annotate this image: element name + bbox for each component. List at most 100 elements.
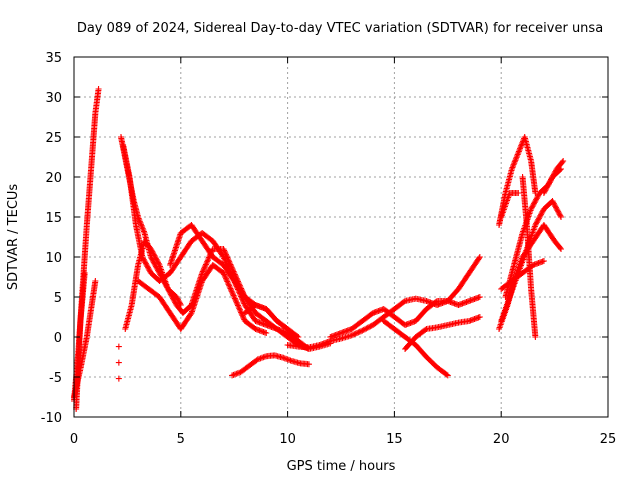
data-point <box>152 255 159 262</box>
data-point <box>144 263 151 270</box>
data-point <box>151 252 158 259</box>
data-point <box>231 270 238 276</box>
data-point <box>169 294 176 300</box>
plot-frame <box>73 56 609 418</box>
data-point <box>223 275 230 282</box>
data-point <box>221 248 228 255</box>
y-tick-label: 10 <box>45 251 62 266</box>
data-point <box>539 208 546 215</box>
data-point <box>350 331 357 338</box>
y-axis-ticks: -10 -5 0 5 10 15 20 25 30 35 <box>41 51 608 426</box>
data-point <box>166 288 173 295</box>
data-point <box>546 179 553 186</box>
data-point <box>554 207 561 214</box>
data-point <box>558 214 565 220</box>
data-point <box>263 330 270 336</box>
data-point <box>540 190 547 196</box>
data-point <box>356 328 363 335</box>
data-point <box>528 206 535 212</box>
data-points <box>71 86 567 412</box>
x-tick-label: 15 <box>386 432 403 447</box>
data-point <box>515 190 522 196</box>
data-point <box>165 287 172 294</box>
y-tick-label: 35 <box>45 51 62 66</box>
data-point <box>226 284 233 291</box>
chart-title: Day 089 of 2024, Sidereal Day-to-day VTE… <box>77 21 603 36</box>
data-point <box>544 183 551 190</box>
data-point <box>236 306 243 313</box>
data-point <box>553 204 560 211</box>
data-point <box>234 302 241 309</box>
data-point <box>236 305 243 312</box>
data-point <box>224 255 231 262</box>
data-point <box>540 258 547 264</box>
data-point <box>199 270 206 276</box>
data-point <box>224 279 231 286</box>
data-point <box>543 184 550 191</box>
data-point <box>115 343 122 350</box>
data-point <box>203 260 210 267</box>
data-point <box>169 295 176 302</box>
data-point <box>284 326 291 332</box>
data-point <box>223 253 230 260</box>
data-point <box>115 375 122 382</box>
data-point <box>557 212 564 219</box>
data-point <box>228 262 235 269</box>
data-point <box>167 290 174 296</box>
data-point <box>154 258 161 264</box>
data-point <box>352 330 359 337</box>
data-point <box>533 196 540 203</box>
data-point <box>230 292 237 299</box>
data-point <box>549 198 556 204</box>
data-point <box>529 203 536 210</box>
data-point <box>223 251 230 258</box>
x-tick-label: 5 <box>177 432 185 447</box>
data-point <box>225 281 232 288</box>
data-point <box>548 176 555 183</box>
data-point <box>148 247 155 254</box>
data-point <box>432 298 439 305</box>
data-point <box>533 220 540 227</box>
data-point <box>92 278 99 284</box>
data-point <box>559 159 566 166</box>
data-point <box>226 258 233 265</box>
data-point <box>556 211 563 218</box>
data-point <box>238 310 245 317</box>
x-axis-ticks: 0 5 10 15 20 25 <box>70 57 616 447</box>
data-point <box>141 258 148 264</box>
data-point <box>229 289 236 296</box>
data-point <box>534 218 541 224</box>
data-point <box>560 158 567 164</box>
data-point <box>155 259 162 266</box>
data-point <box>367 323 374 330</box>
data-point <box>476 255 483 262</box>
data-point <box>187 311 194 318</box>
data-point <box>476 294 483 300</box>
data-point <box>170 296 177 303</box>
data-point <box>233 298 240 305</box>
y-tick-label: 30 <box>45 91 62 106</box>
data-point <box>235 303 242 310</box>
data-point <box>200 267 207 274</box>
data-point <box>237 308 244 315</box>
data-point <box>229 267 236 274</box>
data-point <box>152 254 159 260</box>
data-point <box>533 219 540 226</box>
data-point <box>171 298 178 304</box>
data-point <box>551 202 558 208</box>
y-tick-label: -5 <box>49 371 62 386</box>
data-point <box>240 315 247 322</box>
data-point <box>220 270 227 276</box>
data-point <box>228 286 235 293</box>
x-tick-label: 10 <box>279 432 296 447</box>
data-point <box>150 251 157 258</box>
data-point <box>221 271 228 278</box>
y-tick-label: 15 <box>45 211 62 226</box>
data-point <box>145 266 152 272</box>
data-point <box>153 256 160 263</box>
data-point <box>167 291 174 298</box>
data-point <box>201 265 208 272</box>
data-point <box>543 186 550 192</box>
data-point <box>541 188 548 195</box>
data-point <box>558 246 565 252</box>
